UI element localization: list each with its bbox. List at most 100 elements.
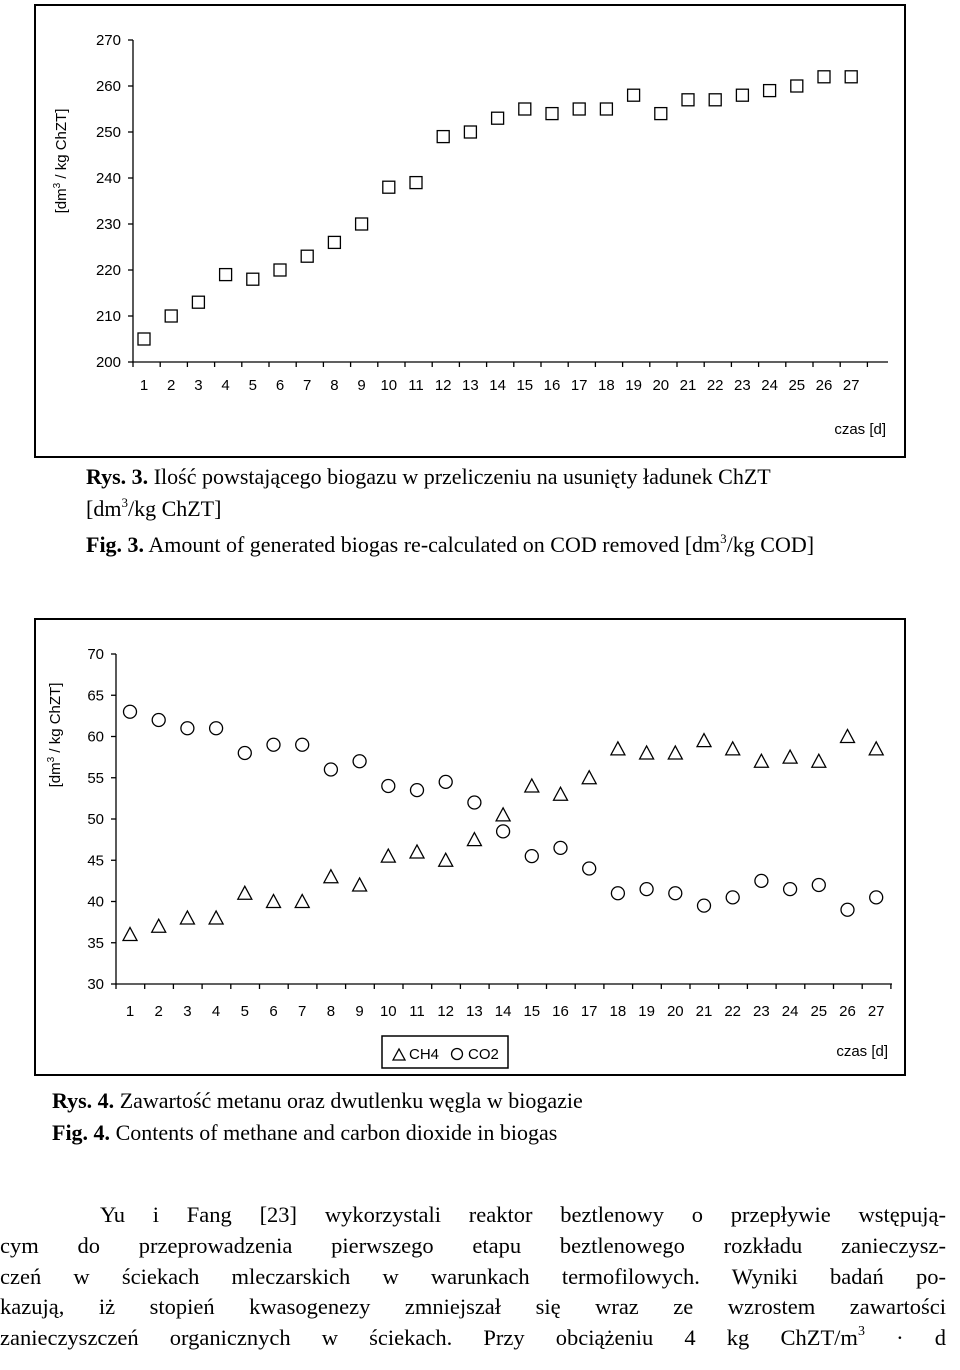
x-tick-label: 10 [380,377,397,394]
data-point-ch4 [322,868,339,884]
data-point-ch4 [552,785,569,801]
y-tick-label: 40 [87,894,104,911]
x-tick-label: 15 [523,1003,540,1020]
x-tick-label: 27 [868,1003,885,1020]
data-point-ch4 [408,843,426,859]
data-point-ch4 [695,732,713,748]
x-tick-label: 5 [241,1003,249,1020]
x-tick-label: 12 [435,377,452,394]
y-tick-label: 200 [96,354,121,371]
figure-3-caption-en: Fig. 3. Amount of generated biogas re-ca… [86,530,814,560]
x-tick-label: 25 [810,1003,827,1020]
x-tick-label: 26 [839,1003,856,1020]
x-tick-label: 26 [816,377,833,394]
x-tick-label: 3 [183,1003,191,1020]
y-tick-label: 240 [96,170,121,187]
x-tick-label: 5 [249,377,257,394]
caption-unit-a: [dm [86,496,122,521]
figure-3-caption-en-text-b: /kg COD] [726,532,815,557]
data-point-ch4 [495,806,512,822]
x-tick-label: 2 [155,1003,163,1020]
data-point-square [626,88,641,102]
data-point-ch4 [150,917,167,933]
y-tick-label: 65 [87,687,104,704]
data-point-ch4 [724,740,741,756]
data-point-ch4 [609,740,626,756]
x-tick-label: 22 [707,377,724,394]
data-point-square [735,88,750,102]
figure-4-label-pl: Rys. 4. [52,1088,115,1113]
data-point-co2 [840,902,855,917]
figure-4-chart: [dm3 / kg ChZT] 30 35 40 45 50 55 60 65 70 1 2 3 4 5 6… [34,618,906,1076]
figure-3-label-en: Fig. 3. [86,532,145,557]
data-point-ch4 [466,831,483,847]
data-point-square [327,235,342,250]
x-tick-label: 25 [788,377,805,394]
x-tick-label: 27 [843,377,860,394]
data-point-co2 [639,881,654,897]
x-tick-label: 11 [409,1003,425,1020]
body-paragraph: Yu i Fang [23] wykorzystali reaktor bezt… [0,1200,946,1354]
x-tick-label: 17 [581,1003,598,1020]
data-point-square [218,267,233,282]
figure-3-caption-pl: Rys. 3. Ilość powstającego biogazu w prz… [86,462,771,492]
figure-4-caption-en: Fig. 4. Contents of methane and carbon d… [52,1118,557,1148]
y-tick-label: 250 [96,124,121,141]
body-line-last: zanieczyszczeń organicznych w ściekach. … [0,1323,946,1354]
data-point-co2 [409,782,425,798]
data-point-ch4 [868,740,885,756]
figure-4-ylabel: [dm3 / kg ChZT] [46,683,64,788]
data-point-square [708,93,722,107]
x-tick-label: 20 [652,377,669,394]
data-point-square [545,106,559,121]
data-point-square [463,125,478,139]
x-tick-label: 9 [357,377,365,394]
data-point-co2 [668,886,683,901]
x-tick-label: 3 [194,377,202,394]
x-tick-label: 13 [466,1003,483,1020]
x-tick-label: 1 [126,1003,134,1020]
data-point-co2 [295,737,310,752]
data-point-ch4 [638,744,655,760]
body-line: Yu i Fang [23] wykorzystali reaktor bezt… [100,1202,946,1227]
y-tick-label: 230 [96,216,121,233]
x-tick-label: 20 [667,1003,684,1020]
data-point-ch4 [810,752,827,768]
x-tick-label: 13 [462,377,479,394]
body-line: cym do przeprowadzenia pierwszego etapu … [0,1232,946,1258]
x-tick-label: 4 [221,377,229,394]
data-point-square [246,272,260,286]
data-point-square [518,102,532,116]
data-point-square [844,70,858,84]
y-tick-label: 45 [87,852,104,869]
x-tick-label: 24 [761,377,778,394]
data-point-co2 [582,861,597,876]
data-point-ch4 [437,851,454,867]
y-tick-label: 50 [87,811,104,828]
figure-4-legend: CH4 CO2 [381,1035,509,1069]
data-point-square [164,309,178,323]
x-tick-label: 14 [489,377,506,394]
caption-unit-sup: 3 [121,495,128,510]
data-point-ch4 [581,769,598,785]
data-point-co2 [495,824,511,839]
figure-4-caption-pl-text: Zawartość metanu oraz dwutlenku węgla w … [114,1088,583,1113]
figure-3-ylabel: [dm3 / kg ChZT] [52,109,70,214]
body-line-text-end: · d [864,1325,946,1351]
data-point-square [490,111,505,125]
data-point-co2 [151,712,166,728]
x-tick-label: 18 [598,377,615,394]
x-tick-label: 4 [212,1003,220,1020]
data-point-square [681,93,695,107]
figure-4-xlabel: czas [d] [836,1043,888,1060]
data-point-square [300,249,314,263]
x-tick-label: 16 [552,1003,569,1020]
data-point-ch4 [667,744,684,760]
data-point-co2 [467,795,482,810]
data-point-ch4 [121,926,139,942]
x-tick-label: 7 [303,377,311,394]
data-point-square [436,129,450,144]
x-tick-label: 24 [782,1003,799,1020]
x-tick-label: 18 [610,1003,627,1020]
